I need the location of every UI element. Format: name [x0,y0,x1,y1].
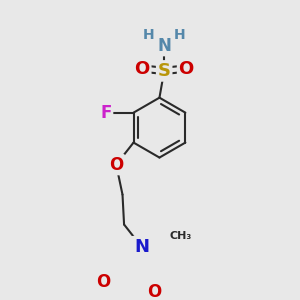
Text: S: S [158,62,171,80]
Text: O: O [134,59,150,77]
Text: H: H [142,28,154,42]
Text: O: O [178,59,194,77]
Text: O: O [96,273,110,291]
Text: N: N [134,238,149,256]
Text: CH₃: CH₃ [170,230,192,241]
Text: H: H [174,28,186,42]
Text: O: O [147,283,161,300]
Text: F: F [100,104,112,122]
Text: N: N [157,37,171,55]
Text: O: O [109,156,123,174]
